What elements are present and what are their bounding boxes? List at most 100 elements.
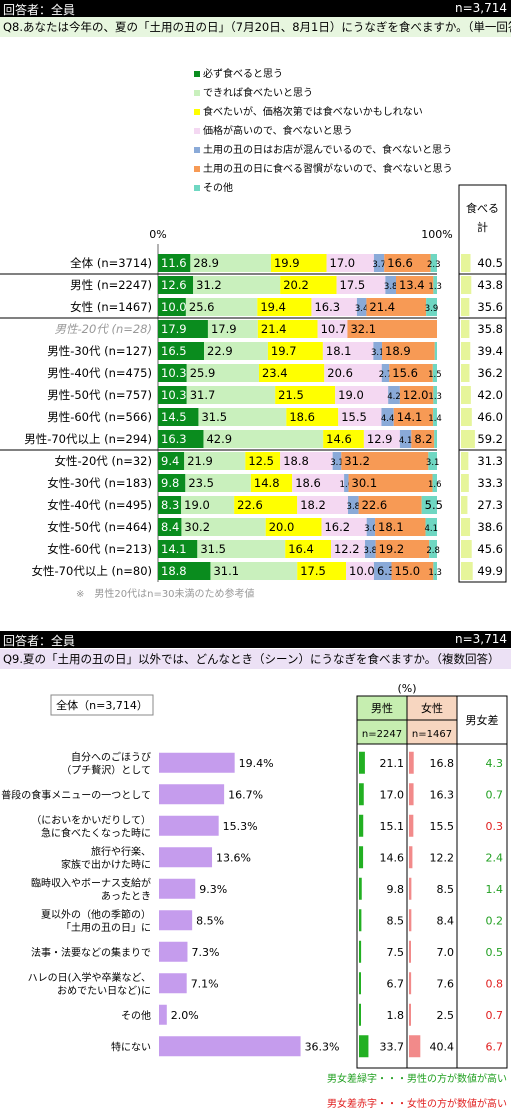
female-n: n=1467 xyxy=(412,729,452,740)
bar-segment xyxy=(326,254,374,272)
bar-value-label: 3.8 xyxy=(364,546,378,556)
category-label: 夏以外の（他の季節の） xyxy=(41,908,151,921)
bar-segment xyxy=(198,408,287,426)
bar-value-label: 3.9 xyxy=(425,304,439,314)
diff-value: 2.4 xyxy=(486,851,504,864)
bar-value-label: 20.6 xyxy=(327,366,353,380)
bar-value-label: 23.5 xyxy=(188,476,214,490)
bar-value-label: 17.5 xyxy=(340,278,366,292)
bar-value-label: 3.8 xyxy=(347,502,361,512)
bar-segment xyxy=(341,452,429,470)
male-bar xyxy=(359,877,362,900)
total-bar xyxy=(461,430,475,448)
bar-value-label: 15.0 xyxy=(395,564,421,578)
bar-value-label: 21.5 xyxy=(278,388,304,402)
category-label: （プチ贅沢）として xyxy=(61,763,151,776)
bar-segment xyxy=(388,386,400,404)
bar-segment xyxy=(258,364,325,382)
male-value: 14.6 xyxy=(380,851,405,864)
bar-segment xyxy=(321,518,367,536)
female-bar xyxy=(409,846,413,869)
bar-value-label: 3.1 xyxy=(371,348,385,358)
total-bar xyxy=(461,298,470,316)
section2-n-label: n=3,714 xyxy=(454,632,507,646)
bar-value-label: 12.2 xyxy=(334,542,360,556)
total-bar xyxy=(461,320,470,338)
bar-value-label: 18.8 xyxy=(283,454,309,468)
category-label: 臨時収入やボーナス支給が xyxy=(31,876,151,889)
bar-segment xyxy=(158,254,191,272)
bar xyxy=(159,973,187,994)
section1-n-label: n=3,714 xyxy=(454,1,507,15)
bar-value-label: 1.4 xyxy=(428,414,442,424)
bar-segment xyxy=(332,452,342,470)
total-value-label: 27.3 xyxy=(477,498,503,512)
bar-value-label: 31.5 xyxy=(200,542,226,556)
bar-value-label: 12.9 xyxy=(367,432,393,446)
bar-segment xyxy=(433,562,437,580)
category-label: その他 xyxy=(121,1009,151,1022)
bar-value-label: 3.7 xyxy=(372,260,386,270)
bar-segment xyxy=(190,254,271,272)
bar-value-label: 1.6 xyxy=(340,480,354,490)
male-bar xyxy=(359,1035,369,1058)
bar-value-label: 21.4 xyxy=(369,300,395,314)
axis-max-label: 100% xyxy=(421,228,452,241)
bar-value-label: 3.1 xyxy=(426,458,440,468)
percent-unit: (%) xyxy=(397,682,416,695)
bar xyxy=(159,1004,167,1025)
chart1-stacked-bar: 必ず食べると思うできれば食べたいと思う食べたいが、価格次第では食べないかもしれな… xyxy=(0,67,507,583)
bar-segment xyxy=(323,430,364,448)
bar-value-label: 22.6 xyxy=(362,498,388,512)
bar-segment xyxy=(433,276,437,294)
bar-segment xyxy=(428,452,437,470)
bar-segment xyxy=(203,430,324,448)
category-label: おめでたい日など)に xyxy=(57,985,151,997)
bar-segment xyxy=(344,474,349,492)
bar-value-label: 18.6 xyxy=(295,476,321,490)
bar-value-label: 16.5 xyxy=(161,344,187,358)
bar-value-label: 12.0 xyxy=(403,388,429,402)
bar-value-label: 16.3 xyxy=(161,432,187,446)
bar-value-label: 31.5 xyxy=(201,410,227,424)
bar-value-label: 2.0% xyxy=(171,1009,199,1022)
total-value-label: 43.8 xyxy=(477,278,503,292)
bar-value-label: 30.2 xyxy=(184,520,210,534)
diff-value: 4.3 xyxy=(486,757,504,770)
bar-value-label: 10.3 xyxy=(161,388,187,402)
legend-label: 価格が高いので、食べないと思う xyxy=(203,124,353,137)
bar-segment xyxy=(366,518,376,536)
bar-value-label: 10.0 xyxy=(161,300,187,314)
bar-segment xyxy=(270,254,327,272)
female-bar xyxy=(409,751,414,774)
total-header-line1: 食べる xyxy=(466,201,499,215)
total-value-label: 40.5 xyxy=(477,256,503,270)
bar-segment xyxy=(434,430,437,448)
bar-value-label: 31.2 xyxy=(196,278,222,292)
bar-segment xyxy=(381,364,390,382)
bar-segment xyxy=(245,452,281,470)
bar-segment xyxy=(411,430,435,448)
category-label: 女性 (n=1467) xyxy=(70,300,152,314)
female-value: 8.5 xyxy=(437,883,455,896)
bar-segment xyxy=(158,320,208,338)
bar-value-label: 8.3 xyxy=(161,498,179,512)
bar-value-label: 1.3 xyxy=(428,568,442,578)
chart2-bar: 全体（n=3,714） (%) 男性 n=2247 女性 n=1467 男女差自分へのごほう… xyxy=(1,682,508,1110)
diff-value: 0.8 xyxy=(486,977,504,990)
male-bar xyxy=(359,940,362,963)
bar-segment xyxy=(297,562,347,580)
total-value-label: 35.8 xyxy=(477,322,503,336)
bar-value-label: 18.6 xyxy=(289,410,315,424)
bar-value-label: 13.4 xyxy=(399,278,425,292)
female-bar xyxy=(409,909,412,932)
bar-segment xyxy=(210,562,298,580)
bar-value-label: 15.3% xyxy=(223,820,258,833)
bar-segment xyxy=(285,540,331,558)
female-bar xyxy=(409,783,414,806)
bar-segment xyxy=(234,496,298,514)
bar-value-label: 21.4 xyxy=(261,322,287,336)
bar-value-label: 7.3% xyxy=(191,946,219,959)
legend-swatch xyxy=(194,147,200,153)
bar-value-label: 18.2 xyxy=(300,498,326,512)
